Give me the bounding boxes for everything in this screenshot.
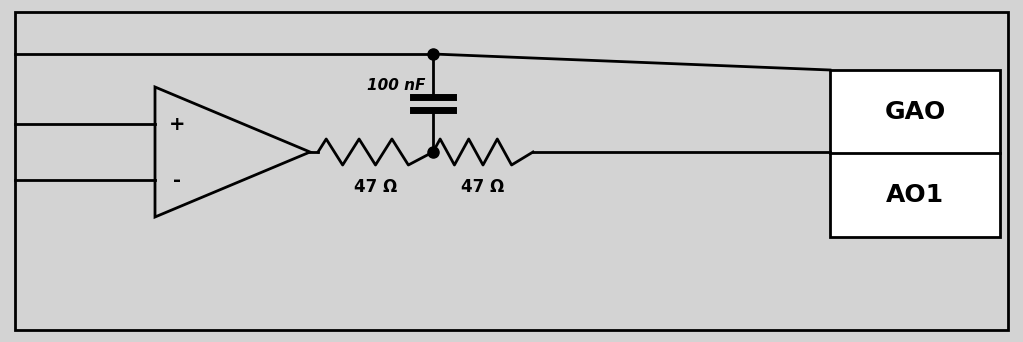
- Text: 47 Ω: 47 Ω: [461, 178, 504, 196]
- Text: 47 Ω: 47 Ω: [354, 178, 397, 196]
- Text: GAO: GAO: [884, 100, 945, 124]
- Polygon shape: [155, 87, 310, 217]
- Bar: [830, 70, 1000, 237]
- Text: -: -: [173, 171, 181, 189]
- Text: AO1: AO1: [886, 183, 944, 207]
- Text: +: +: [169, 115, 185, 133]
- Text: 100 nF: 100 nF: [366, 78, 425, 92]
